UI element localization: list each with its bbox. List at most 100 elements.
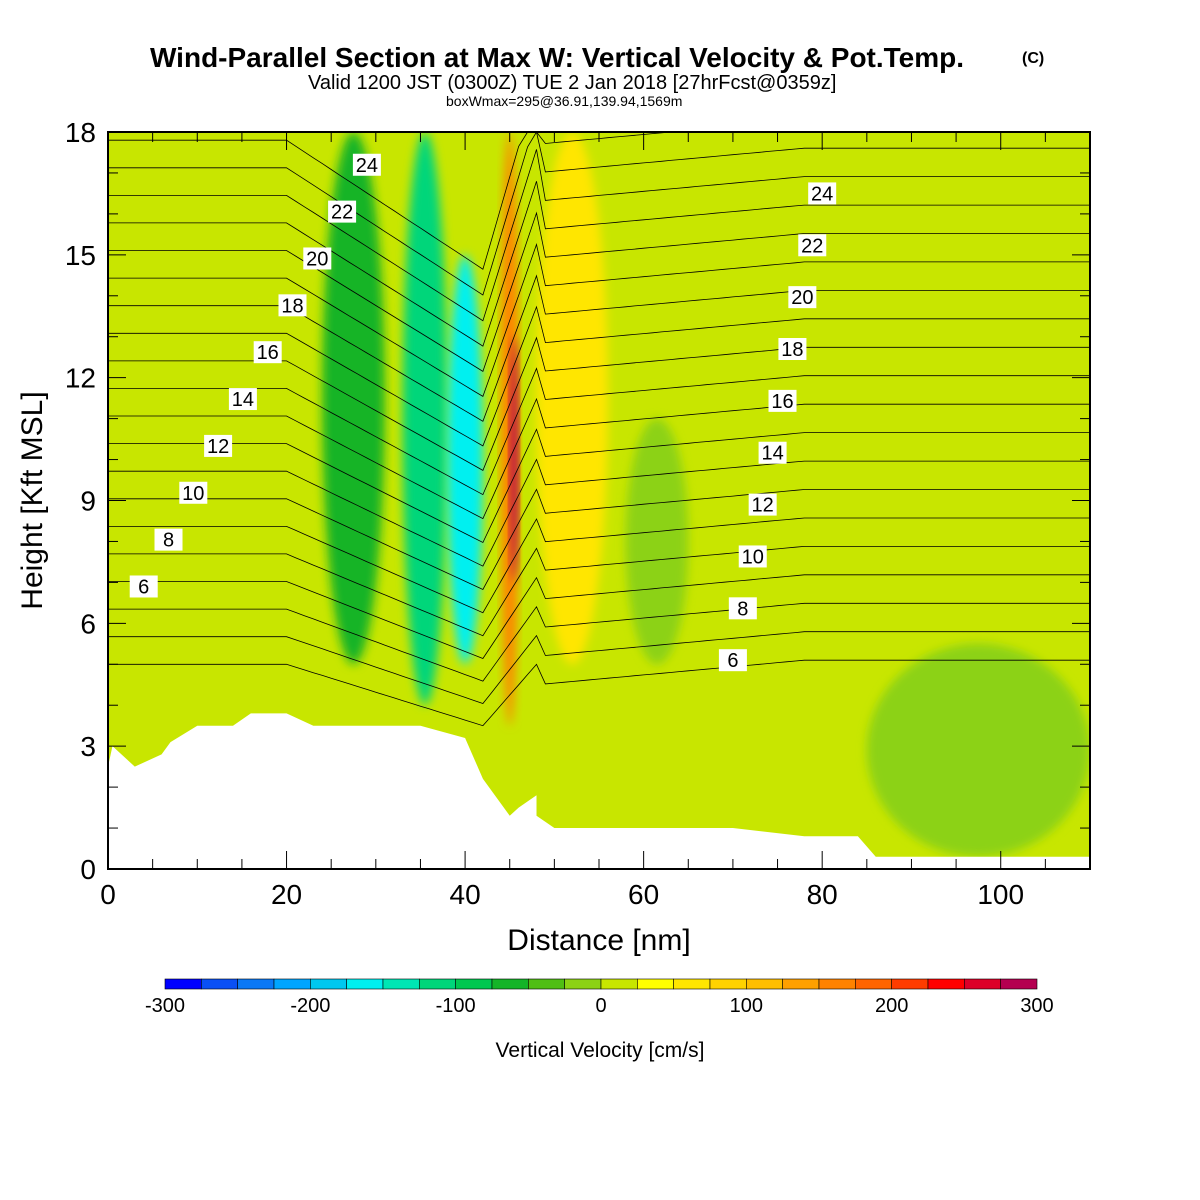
- contour-label-text: 24: [811, 183, 833, 205]
- contour-label: 6: [129, 575, 158, 598]
- contour-label-text: 10: [742, 546, 764, 568]
- theta-contour-line: [108, 602, 1090, 682]
- theta-contour-line: [108, 458, 1090, 567]
- contour-label: 22: [798, 234, 827, 257]
- theta-contour-line: [108, 181, 1090, 347]
- y-axis-label: Height [Kft MSL]: [16, 391, 49, 609]
- contour-label: 18: [278, 294, 307, 317]
- colorbar-swatch: [964, 978, 1001, 990]
- y-tick-label: 18: [65, 117, 96, 148]
- contour-label-text: 24: [356, 155, 378, 177]
- contour-label-text: 14: [232, 389, 254, 411]
- contour-label: 12: [748, 493, 777, 517]
- theta-contour-line: [108, 428, 1090, 544]
- theta-contour-line: [108, 132, 1090, 296]
- contour-label: 18: [778, 338, 807, 361]
- theta-contour-line: [108, 488, 1090, 591]
- colorbar-swatch: [600, 978, 638, 990]
- theta-contour-line: [108, 517, 1090, 614]
- contour-label-text: 16: [257, 342, 279, 364]
- chart-subtitle: Valid 1200 JST (0300Z) TUE 2 Jan 2018 [2…: [308, 72, 837, 94]
- contour-label: 24: [352, 153, 381, 177]
- velocity-cell: [866, 643, 1090, 857]
- contour-label: 10: [738, 545, 767, 568]
- colorbar-tick-label: -300: [145, 995, 185, 1017]
- y-tick-label: 9: [80, 486, 96, 517]
- contour-label: 8: [728, 597, 757, 620]
- terrain-mask: [108, 713, 1090, 869]
- contour-label: 22: [328, 200, 357, 224]
- colorbar-tick-label: -200: [290, 995, 330, 1017]
- theta-contour-line: [108, 367, 1090, 496]
- theta-contour-line: [108, 546, 1090, 637]
- theta-contours: [108, 132, 1090, 727]
- y-tick-label: 3: [80, 731, 96, 762]
- colorbar-swatch: [746, 978, 783, 990]
- contour-label-text: 22: [331, 202, 353, 224]
- x-tick-label: 100: [977, 879, 1024, 910]
- contour-label-text: 22: [801, 235, 823, 257]
- contour-label: 8: [154, 528, 183, 552]
- contour-label-text: 8: [163, 530, 174, 552]
- colorbar-swatch: [564, 978, 602, 990]
- colorbar-swatch: [273, 978, 311, 990]
- colorbar-swatch: [891, 978, 929, 990]
- contour-label-text: 12: [752, 495, 774, 517]
- velocity-cell: [625, 418, 689, 665]
- colorbar: -300 -200 -100 0 100 200 300 Vertical Velocity …: [145, 978, 1054, 1062]
- contour-label-text: 18: [281, 295, 303, 317]
- colorbar-tick-label: 200: [875, 995, 908, 1017]
- y-tick-label: 0: [80, 854, 96, 885]
- theta-contour-line: [108, 243, 1090, 397]
- colorbar-swatch: [1000, 978, 1038, 990]
- contour-label: 20: [303, 247, 332, 270]
- theta-contour-line: [108, 574, 1090, 659]
- contour-label-text: 14: [761, 443, 783, 465]
- colorbar-swatch: [637, 978, 674, 990]
- contour-label-text: 6: [727, 650, 738, 672]
- theta-contour-line: [108, 659, 1090, 727]
- velocity-cell: [447, 254, 483, 665]
- x-tick-label: 40: [450, 879, 481, 910]
- contour-label-text: 12: [207, 436, 229, 458]
- colorbar-swatch: [709, 978, 747, 990]
- theta-contour-line: [108, 211, 1090, 373]
- colorbar-swatch: [419, 978, 456, 990]
- x-tick-label: 20: [271, 879, 302, 910]
- contour-label-text: 20: [306, 248, 328, 270]
- contour-label: 10: [179, 481, 208, 505]
- colorbar-tick-label: -100: [436, 995, 476, 1017]
- y-tick-label: 6: [80, 608, 96, 639]
- colorbar-swatch: [164, 978, 202, 990]
- colorbar-swatch: [491, 978, 529, 990]
- colorbar-swatch: [818, 978, 856, 990]
- contour-label: 6: [718, 649, 747, 672]
- colorbar-swatch: [237, 978, 275, 990]
- axes: 0 20 40 60 80 100 0 3 6 9 12 15 18 Distance [nm] Heigh…: [16, 117, 1091, 957]
- contour-label: 14: [758, 441, 787, 465]
- terrain: [108, 713, 1090, 869]
- theta-contour-line: [108, 149, 1090, 322]
- colorbar-swatch: [201, 978, 238, 990]
- chart-title: Wind-Parallel Section at Max W: Vertical…: [150, 42, 965, 73]
- velocity-cell: [402, 132, 448, 706]
- colorbar-swatch: [310, 978, 347, 990]
- colorbar-swatch: [782, 978, 820, 990]
- contour-label-text: 18: [781, 339, 803, 361]
- contour-label-text: 10: [182, 483, 204, 505]
- contour-label: 20: [788, 286, 817, 309]
- y-tick-label: 12: [65, 363, 96, 394]
- colorbar-swatch: [673, 978, 711, 990]
- x-tick-label: 80: [807, 879, 838, 910]
- colorbar-swatch: [455, 978, 493, 990]
- x-tick-label: 60: [628, 879, 659, 910]
- contour-label: 16: [253, 341, 282, 364]
- chart-subsubtitle: boxWmax=295@36.91,139.94,1569m: [446, 93, 683, 109]
- contour-label: 24: [808, 182, 837, 205]
- contour-label-text: 20: [791, 287, 813, 309]
- theta-contour-line: [108, 631, 1090, 704]
- colorbar-label: Vertical Velocity [cm/s]: [496, 1039, 705, 1062]
- colorbar-swatch: [927, 978, 965, 990]
